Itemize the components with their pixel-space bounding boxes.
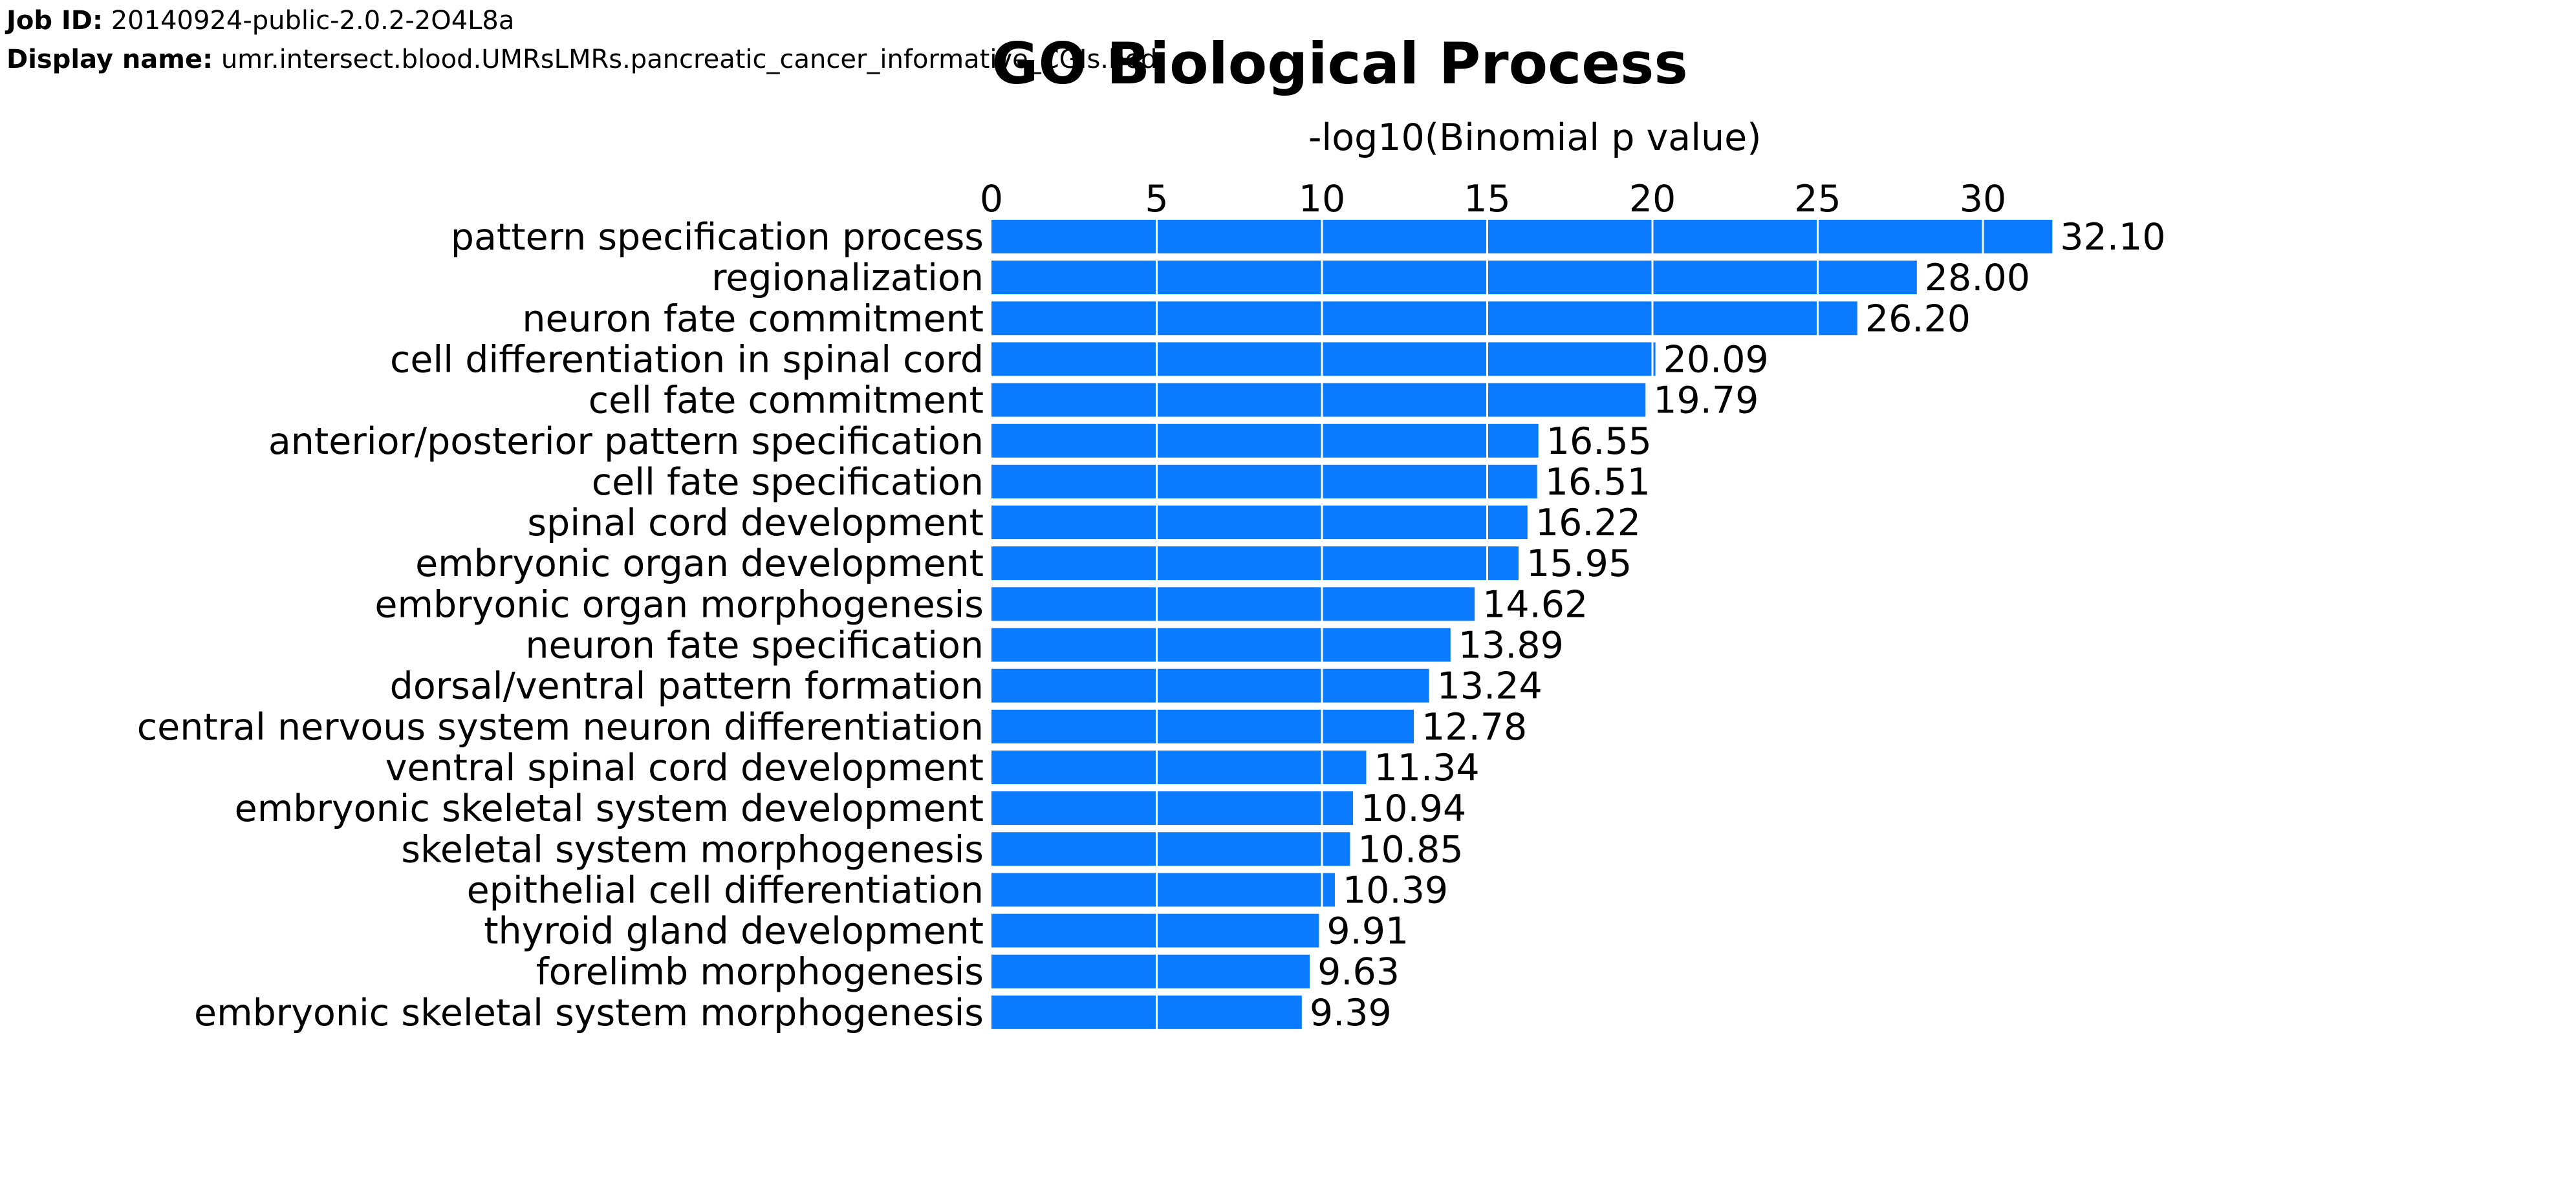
bar bbox=[991, 587, 1475, 621]
bar bbox=[991, 791, 1354, 826]
category-label: thyroid gland development bbox=[484, 910, 984, 953]
category-label: pattern specification process bbox=[451, 216, 984, 259]
value-label: 15.95 bbox=[1526, 542, 1632, 585]
job-id-value: 20140924-public-2.0.2-2O4L8a bbox=[111, 6, 515, 36]
value-label: 14.62 bbox=[1482, 583, 1588, 626]
value-label: 10.39 bbox=[1343, 869, 1448, 912]
value-label: 26.20 bbox=[1865, 297, 1971, 340]
grid-lines bbox=[1156, 220, 1984, 1029]
value-label: 19.79 bbox=[1653, 379, 1759, 422]
chart-title: GO Biological Process bbox=[991, 30, 1688, 97]
bar bbox=[991, 464, 1537, 498]
category-label: embryonic organ morphogenesis bbox=[374, 583, 984, 626]
display-name-label: Display name: bbox=[6, 45, 213, 74]
category-label: cell fate specification bbox=[592, 461, 984, 504]
category-label: ventral spinal cord development bbox=[385, 747, 984, 789]
value-label: 20.09 bbox=[1663, 338, 1769, 381]
category-label: embryonic skeletal system morphogenesis bbox=[194, 992, 984, 1034]
bar bbox=[991, 261, 1917, 295]
x-axis-title: -log10(Binomial p value) bbox=[1308, 116, 1762, 159]
x-tick-label: 5 bbox=[1145, 178, 1168, 220]
category-label: cell differentiation in spinal cord bbox=[390, 338, 984, 381]
category-label: epithelial cell differentiation bbox=[467, 869, 984, 912]
value-label: 11.34 bbox=[1374, 747, 1479, 789]
value-label: 16.22 bbox=[1535, 502, 1641, 544]
bar bbox=[991, 750, 1367, 784]
display-name-value: umr.intersect.blood.UMRsLMRs.pancreatic_… bbox=[221, 45, 1158, 74]
category-labels: pattern specification processregionaliza… bbox=[137, 216, 984, 1034]
category-label: cell fate commitment bbox=[589, 379, 984, 422]
value-label: 9.91 bbox=[1326, 910, 1409, 953]
bar bbox=[991, 709, 1414, 743]
category-label: regionalization bbox=[711, 257, 984, 299]
category-label: anterior/posterior pattern specification bbox=[268, 420, 984, 463]
bar bbox=[991, 995, 1302, 1029]
value-label: 12.78 bbox=[1422, 706, 1527, 749]
bar bbox=[991, 506, 1528, 540]
x-tick-label: 0 bbox=[980, 178, 1003, 220]
bar bbox=[991, 668, 1429, 703]
job-id-label: Job ID: bbox=[6, 6, 103, 36]
value-label: 9.63 bbox=[1317, 951, 1400, 994]
value-label: 10.85 bbox=[1358, 828, 1463, 871]
category-label: neuron fate specification bbox=[525, 625, 984, 667]
bar bbox=[991, 301, 1857, 336]
value-label: 13.24 bbox=[1437, 665, 1542, 708]
bar bbox=[991, 423, 1539, 458]
bar bbox=[991, 913, 1319, 948]
x-tick-label: 25 bbox=[1794, 178, 1841, 220]
value-label: 9.39 bbox=[1310, 992, 1392, 1034]
bar bbox=[991, 954, 1310, 988]
category-label: dorsal/ventral pattern formation bbox=[390, 665, 984, 708]
value-label: 16.55 bbox=[1546, 420, 1652, 463]
bar bbox=[991, 628, 1451, 662]
category-label: spinal cord development bbox=[527, 502, 984, 544]
x-tick-label: 15 bbox=[1464, 178, 1511, 220]
category-label: embryonic organ development bbox=[415, 542, 984, 585]
x-tick-label: 20 bbox=[1629, 178, 1676, 220]
job-id-line: Job ID: 20140924-public-2.0.2-2O4L8a bbox=[6, 8, 514, 34]
x-axis-ticks: 0 5 10 15 20 25 30 bbox=[980, 178, 2006, 220]
bar bbox=[991, 832, 1350, 866]
category-label: embryonic skeletal system development bbox=[235, 787, 984, 830]
bar bbox=[991, 342, 1656, 376]
display-name-line: Display name: umr.intersect.blood.UMRsLM… bbox=[6, 47, 1157, 72]
value-label: 13.89 bbox=[1458, 625, 1564, 667]
bars bbox=[991, 220, 2053, 1029]
category-label: neuron fate commitment bbox=[522, 297, 984, 340]
bar bbox=[991, 220, 2053, 253]
x-tick-label: 30 bbox=[1960, 178, 2007, 220]
bar bbox=[991, 873, 1335, 907]
bar bbox=[991, 383, 1646, 417]
category-label: forelimb morphogenesis bbox=[536, 951, 984, 994]
category-label: skeletal system morphogenesis bbox=[401, 828, 984, 871]
x-tick-label: 10 bbox=[1299, 178, 1346, 220]
category-label: central nervous system neuron differenti… bbox=[137, 706, 984, 749]
value-label: 32.10 bbox=[2060, 216, 2165, 259]
value-label: 28.00 bbox=[1925, 257, 2030, 299]
value-label: 16.51 bbox=[1545, 461, 1651, 504]
bar bbox=[991, 546, 1519, 581]
value-label: 10.94 bbox=[1361, 787, 1466, 830]
